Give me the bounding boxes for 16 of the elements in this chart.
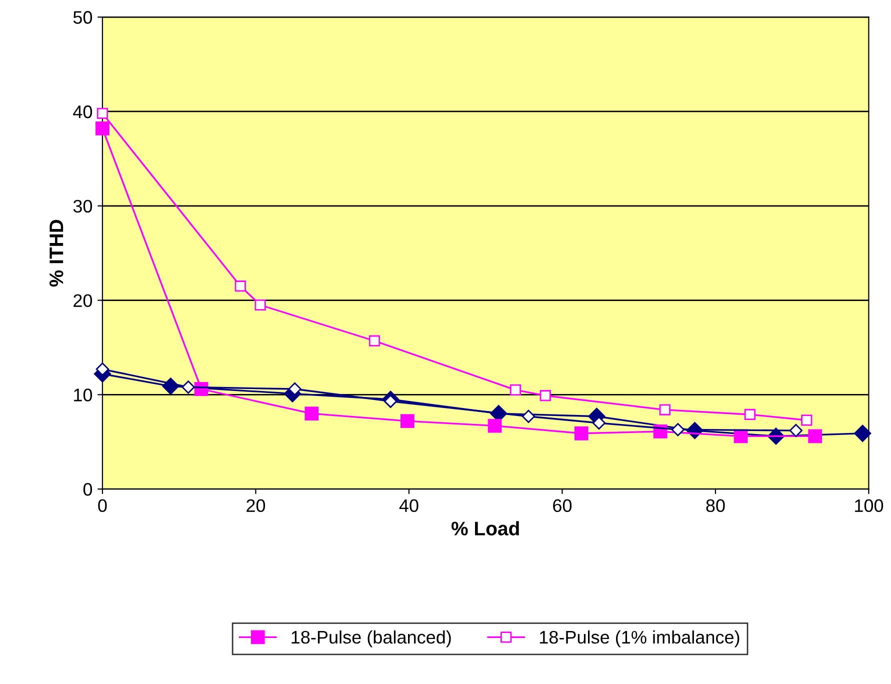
y-axis-title: % ITHD [50,220,64,287]
y-tick-label: 20 [74,294,92,307]
x-tick-label: 20 [246,499,266,512]
x-axis-title: % Load [452,521,519,536]
y-tick-label: 0 [83,482,92,496]
y-tick-label: 50 [73,11,92,24]
legend-label: 18-Pulse (balanced) [292,630,451,648]
x-tick-label: 60 [553,499,572,512]
y-tick-label: 40 [73,105,92,118]
x-tick-label: 40 [399,499,418,512]
x-tick-label: 80 [706,499,725,512]
y-tick-label: 30 [73,200,92,213]
y-tick-label: 10 [74,388,92,402]
x-tick-label: 100 [855,499,884,512]
legend-label: 18-Pulse (1% imbalance) [540,630,740,648]
x-tick-label: 0 [98,499,107,512]
